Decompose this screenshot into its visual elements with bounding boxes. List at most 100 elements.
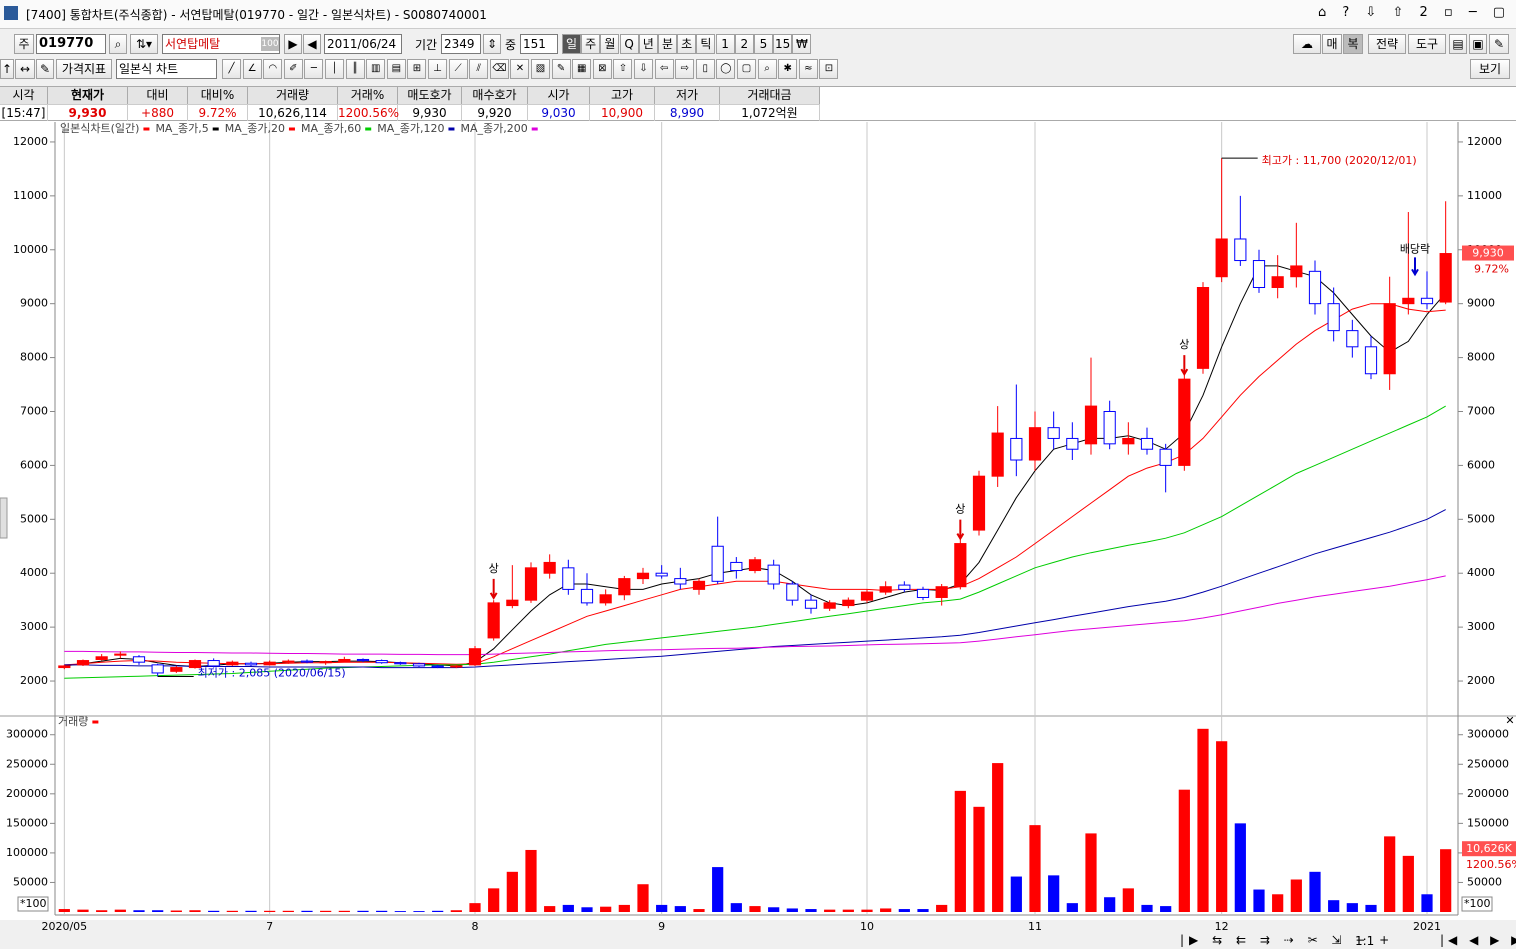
volume-bar (264, 910, 276, 912)
code-input[interactable]: 019770 (36, 34, 106, 54)
drawing-tool[interactable]: ⊡ (819, 59, 839, 79)
drawing-tool[interactable]: ⊥ (428, 59, 447, 79)
right-button[interactable]: 전략 (1368, 34, 1406, 54)
drawing-tool[interactable]: ✕ (510, 59, 530, 79)
volume-bar (282, 910, 294, 912)
interval-button[interactable]: 1 (715, 34, 735, 54)
settings-icon[interactable]: ✎ (1489, 34, 1509, 54)
drawing-tool[interactable]: ⇨ (675, 59, 695, 79)
interval-button[interactable]: 틱 (696, 34, 716, 54)
interval-button[interactable]: 일 (562, 34, 581, 54)
volume-bar (600, 906, 612, 912)
candle-body (711, 545, 724, 582)
drawing-tool[interactable]: ≈ (798, 59, 818, 79)
y-tick-label: 100000 (6, 846, 48, 859)
drawing-tool[interactable]: ⌕ (757, 59, 777, 79)
x-tick-label: 9 (658, 920, 665, 933)
drawing-tool[interactable]: ⇧ (613, 59, 633, 79)
interval-button[interactable]: 초 (677, 34, 697, 54)
drawing-tool[interactable]: ⊞ (407, 59, 427, 79)
style-select[interactable]: 일본식 차트 (116, 59, 217, 79)
volume-bar (880, 908, 892, 912)
drawing-tool[interactable]: │ (325, 59, 344, 79)
view-button[interactable]: 보기 (1470, 59, 1510, 79)
interval-button[interactable]: Q (619, 34, 639, 54)
drawing-tool[interactable]: ✐ (283, 59, 303, 79)
bottom-bar (0, 920, 1516, 949)
volume-bar (712, 867, 724, 912)
volume-bar (749, 906, 761, 912)
drawing-tool[interactable]: ▧ (531, 59, 550, 79)
volume-bar (637, 884, 649, 912)
volume-bar (1197, 728, 1209, 912)
count-input[interactable]: 151 (520, 34, 558, 54)
drawing-tool[interactable]: ⇩ (634, 59, 653, 79)
drawing-tool[interactable]: ⌫ (489, 59, 509, 79)
interval-button[interactable]: 년 (638, 34, 658, 54)
drawing-tool[interactable]: ║ (345, 59, 365, 79)
interval-button[interactable]: 주 (581, 34, 601, 54)
drawing-tool[interactable]: ⊠ (592, 59, 612, 79)
drawing-tool[interactable]: ▢ (737, 59, 756, 79)
period-input[interactable]: 2349 (441, 34, 481, 54)
cloud-button[interactable]: ☁ (1293, 34, 1321, 54)
candle-body (300, 660, 314, 663)
right-button[interactable]: 매 (1322, 34, 1342, 54)
drawing-tool[interactable]: ⇦ (654, 59, 674, 79)
prev-button[interactable]: ◀ (303, 34, 321, 54)
drawing-tool[interactable]: ⫽ (469, 59, 489, 79)
close-panel[interactable]: ✕ (1505, 714, 1514, 727)
volume-bar (656, 904, 668, 912)
right-button[interactable]: 도구 (1408, 34, 1446, 54)
edit-button[interactable]: ✎ (36, 59, 54, 79)
interval-button[interactable]: 분 (658, 34, 677, 54)
window-controls[interactable]: ⌂ ? ⇩ ⇧ 2 ▫ ─ ▢ ✕ (1318, 5, 1516, 20)
drawing-tool[interactable]: ∠ (242, 59, 262, 79)
candle-body (1140, 437, 1154, 450)
interval-button[interactable]: 2 (734, 34, 754, 54)
drawing-tool[interactable]: ⟋ (448, 59, 468, 79)
next-button[interactable]: ▶ (284, 34, 302, 54)
interval-button[interactable]: ₩ (792, 34, 812, 54)
drawing-tool[interactable]: ▯ (695, 59, 715, 79)
quote-value: 9.72% (188, 104, 248, 121)
volume-bar (954, 790, 966, 912)
drawing-tool[interactable]: ─ (304, 59, 324, 79)
up-button[interactable]: ↑ (0, 59, 14, 79)
drawing-tool[interactable]: ◠ (263, 59, 283, 79)
sort-button[interactable]: ⇅▾ (130, 34, 158, 54)
x-tick-label: 10 (860, 920, 874, 933)
indicator-button[interactable]: 가격지표 (56, 59, 112, 79)
candle-body (748, 559, 762, 572)
candle-body (1084, 405, 1098, 445)
drawing-tool[interactable]: ▥ (366, 59, 386, 79)
drawing-tool[interactable]: ◯ (716, 59, 736, 79)
period-spin[interactable]: ⇕ (483, 34, 501, 54)
drawing-tool[interactable]: ✎ (551, 59, 571, 79)
nav-controls[interactable]: |◀ ◀ ▶ ▶| ⌂ (1440, 933, 1516, 947)
interval-button[interactable]: 월 (600, 34, 620, 54)
legend-label: MA_종가,120 (377, 122, 444, 135)
scroll-controls[interactable]: |▶ ⇆ ⇇ ⇉ ⇢ ✂ ⇲ − + (1180, 933, 1395, 947)
drawing-tool[interactable]: ╱ (222, 59, 241, 79)
lr-button[interactable]: ↔ (15, 59, 35, 79)
drawing-tool[interactable]: ▤ (386, 59, 406, 79)
market-button[interactable]: 주 (14, 34, 34, 54)
save-icon[interactable]: ▣ (1469, 34, 1487, 54)
name-input[interactable]: 서연탑메탈 (162, 34, 280, 54)
volume-bar (674, 906, 686, 912)
interval-button[interactable]: 15 (773, 34, 793, 54)
legend-swatch (212, 127, 219, 131)
tool-icon[interactable]: ▤ (1449, 34, 1467, 54)
volume-bar (413, 911, 425, 912)
side-toggle[interactable] (0, 497, 8, 539)
right-button[interactable]: 복 (1343, 34, 1363, 54)
interval-button[interactable]: 5 (754, 34, 773, 54)
quote-header: 저가 (655, 87, 720, 104)
date-input[interactable]: 2011/06/24 (324, 34, 402, 54)
search-button[interactable]: ⌕ (109, 34, 127, 54)
y-tick-label: 200000 (1467, 787, 1509, 800)
drawing-tool[interactable]: ▦ (572, 59, 592, 79)
y-tick-label: 12000 (1467, 135, 1502, 148)
drawing-tool[interactable]: ✱ (778, 59, 798, 79)
